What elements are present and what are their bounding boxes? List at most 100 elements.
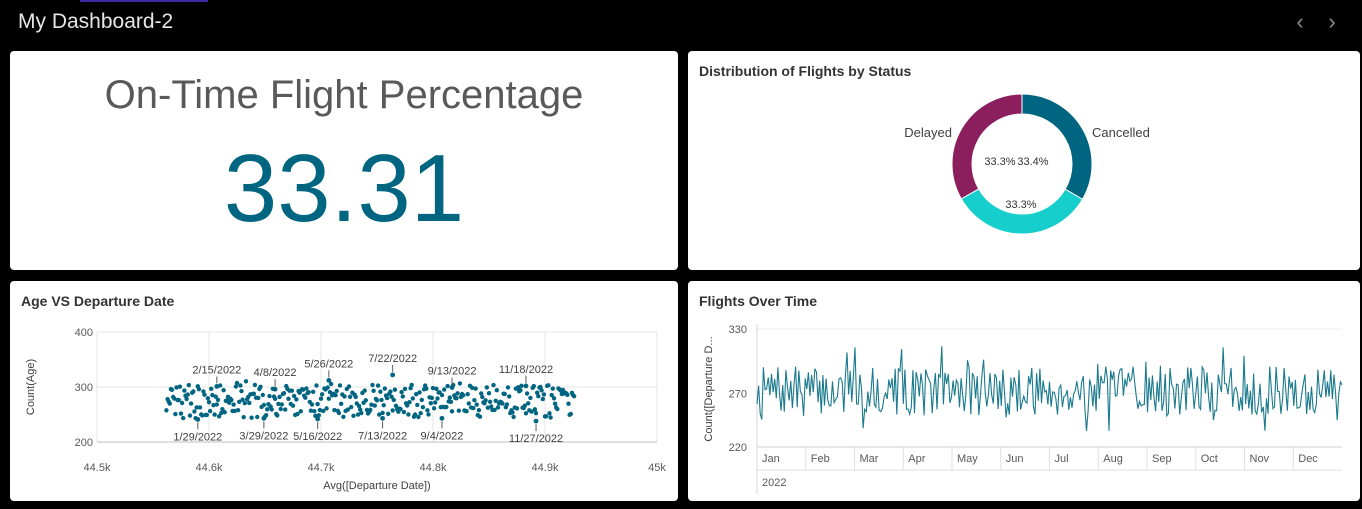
scatter-point [461, 393, 466, 398]
scatter-point [242, 401, 247, 406]
scatter-point [402, 386, 408, 392]
annotation-label: 3/29/2022 [239, 430, 288, 442]
scatter-point [420, 405, 426, 410]
scatter-point [325, 385, 330, 390]
scatter-point [328, 381, 334, 387]
tab-accent-bar [80, 0, 208, 2]
status-chart-panel[interactable]: Distribution of Flights by Status 33.4% C… [688, 51, 1360, 270]
x-month-label: Oct [1201, 453, 1218, 465]
chevron-right-icon[interactable]: › [1328, 9, 1336, 34]
scatter-point [483, 398, 488, 403]
scatter-point [474, 402, 479, 407]
scatter-point [222, 410, 227, 415]
scatter-point [531, 383, 536, 389]
scatter-point [418, 411, 423, 416]
scatter-point [551, 396, 557, 401]
scatter-point [233, 384, 239, 389]
scatter-point [278, 406, 283, 412]
scatter-point [337, 383, 343, 388]
scatter-point [522, 403, 527, 408]
top-bar: My Dashboard-2 ‹ › [0, 0, 1362, 44]
scatter-point [546, 383, 551, 388]
scatter-point [235, 408, 241, 413]
scatter-point [533, 411, 539, 416]
scatter-point [279, 402, 284, 407]
scatter-point [528, 395, 533, 401]
scatter-point [186, 382, 191, 388]
scatter-point [237, 399, 242, 404]
scatter-point [196, 387, 202, 392]
scatter-point [447, 395, 452, 400]
line-chart-panel[interactable]: Flights Over Time 220 270 330 Jan Feb Mar Apr M… [688, 281, 1360, 501]
scatter-point [173, 411, 178, 417]
scatter-point [479, 391, 484, 396]
scatter-point [489, 404, 494, 409]
scatter-point [552, 401, 558, 406]
scatter-point [308, 408, 314, 413]
scatter-point [410, 396, 415, 401]
x-month-label: Sep [1152, 453, 1172, 465]
chevron-left-icon[interactable]: ‹ [1296, 9, 1304, 34]
scatter-point [370, 382, 375, 388]
scatter-point [314, 383, 319, 388]
scatter-point [374, 398, 380, 403]
scatter-point [409, 382, 414, 388]
scatter-point [303, 395, 308, 400]
scatter-point [231, 402, 236, 407]
scatter-point [535, 390, 540, 395]
scatter-point [471, 405, 476, 411]
kpi-value: 33.31 [223, 135, 465, 242]
x-month-label: Jul [1055, 453, 1069, 465]
scatter-point [384, 395, 390, 401]
scatter-point [342, 394, 347, 399]
scatter-point [353, 394, 358, 400]
scatter-point [265, 407, 270, 412]
scatter-point [362, 388, 367, 393]
scatter-point [430, 385, 436, 391]
scatter-point [358, 407, 363, 412]
donut-slice [951, 93, 1023, 200]
annotated-point [533, 418, 539, 424]
scatter-chart-panel[interactable]: Age VS Departure Date 44.5k 44.6k 44.7k 44.… [10, 281, 678, 501]
scatter-point [455, 391, 460, 396]
scatter-point [424, 386, 429, 391]
annotation-label: 11/18/2022 [499, 364, 553, 376]
scatter-point [267, 393, 272, 399]
scatter-point [240, 397, 245, 402]
scatter-point [415, 402, 420, 408]
scatter-point [194, 405, 199, 410]
scatter-point [565, 392, 570, 397]
scatter-point [536, 394, 541, 399]
scatter-point [202, 392, 207, 397]
scatter-point [377, 412, 382, 417]
scatter-point [164, 408, 169, 413]
scatter-point [239, 388, 244, 394]
kpi-panel[interactable]: On-Time Flight Percentage 33.31 [10, 51, 678, 270]
scatter-point [355, 412, 361, 417]
scatter-point [425, 408, 430, 413]
line-chart: 220 270 330 Jan Feb Mar Apr May Jun Jul Aug Sep Oct N… [703, 324, 1343, 494]
scatter-point [179, 400, 185, 406]
scatter-point [392, 387, 398, 392]
scatter-point [368, 407, 373, 412]
scatter-point [304, 386, 309, 391]
scatter-point [311, 389, 316, 394]
x-tick-label: 44.8k [420, 462, 447, 474]
scatter-point [277, 394, 282, 400]
x-month-label: Dec [1298, 453, 1318, 465]
scatter-point [526, 401, 531, 406]
scatter-point [445, 383, 450, 389]
scatter-point [214, 402, 219, 407]
scatter-point [486, 391, 492, 396]
scatter-point [484, 385, 489, 390]
x-tick-label: 44.9k [532, 462, 559, 474]
scatter-point [297, 390, 302, 395]
scatter-point [333, 393, 338, 398]
scatter-point [167, 401, 172, 406]
flights-line-series [756, 346, 1343, 431]
scatter-point [408, 386, 413, 391]
scatter-point [169, 387, 175, 392]
scatter-point [550, 386, 555, 391]
donut-slice [960, 188, 1084, 235]
scatter-point [272, 396, 278, 401]
